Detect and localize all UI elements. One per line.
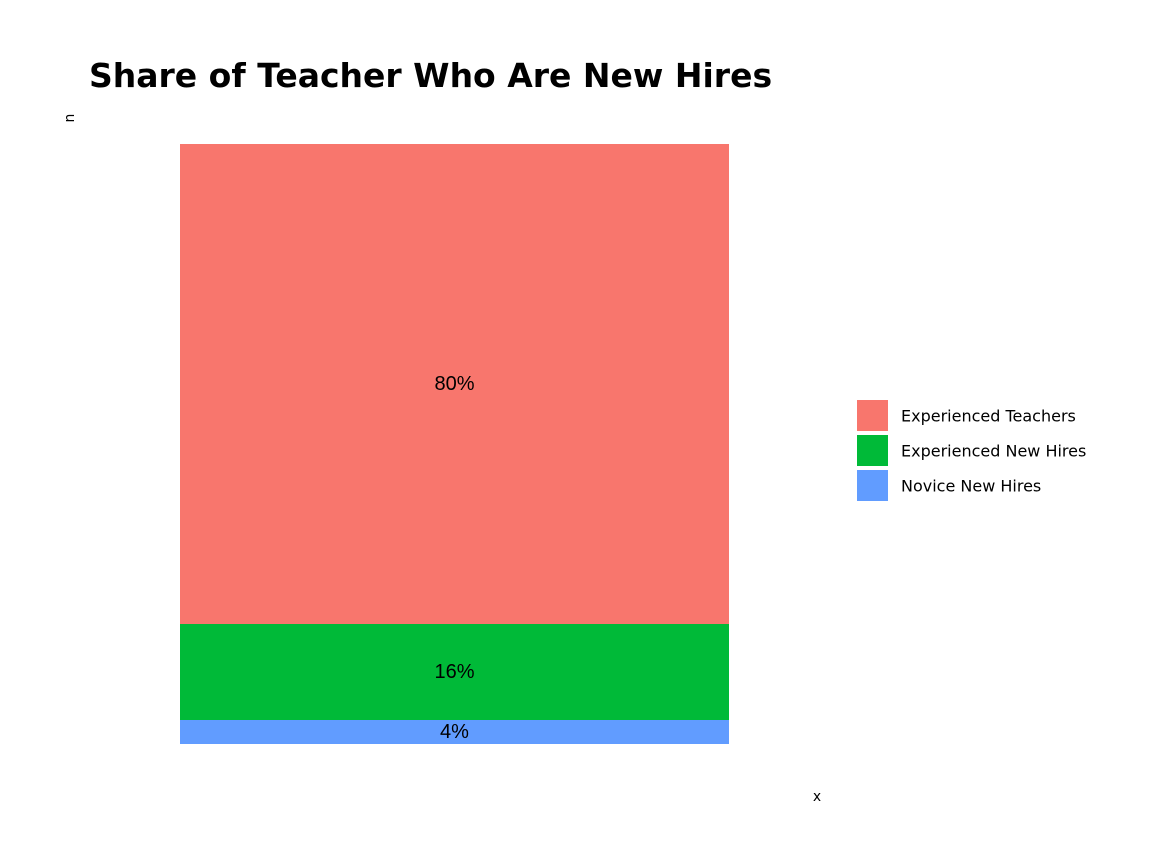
y-axis-label: n — [62, 114, 78, 123]
legend-key-experienced-new-hires — [857, 435, 888, 466]
bar-segment-experienced-teachers — [180, 144, 729, 624]
bar-labels: 80% 16% 4% — [434, 373, 474, 743]
legend-label-experienced-new-hires: Experienced New Hires — [901, 442, 1086, 461]
legend-key-experienced-teachers — [857, 400, 888, 431]
bar-segments — [180, 144, 729, 744]
legend-label-experienced-teachers: Experienced Teachers — [901, 407, 1076, 426]
data-label-experienced-teachers: 80% — [434, 373, 474, 395]
x-axis-label: x — [813, 789, 821, 805]
data-label-experienced-new-hires: 16% — [434, 661, 474, 683]
data-label-novice-new-hires: 4% — [440, 721, 469, 743]
legend-key-novice-new-hires — [857, 470, 888, 501]
bar-segment-experienced-new-hires — [180, 624, 729, 720]
bar-segment-novice-new-hires — [180, 720, 729, 744]
legend-label-novice-new-hires: Novice New Hires — [901, 477, 1041, 496]
legend: Experienced Teachers Experienced New Hire… — [857, 400, 1086, 501]
chart-title: Share of Teacher Who Are New Hires — [89, 56, 772, 95]
